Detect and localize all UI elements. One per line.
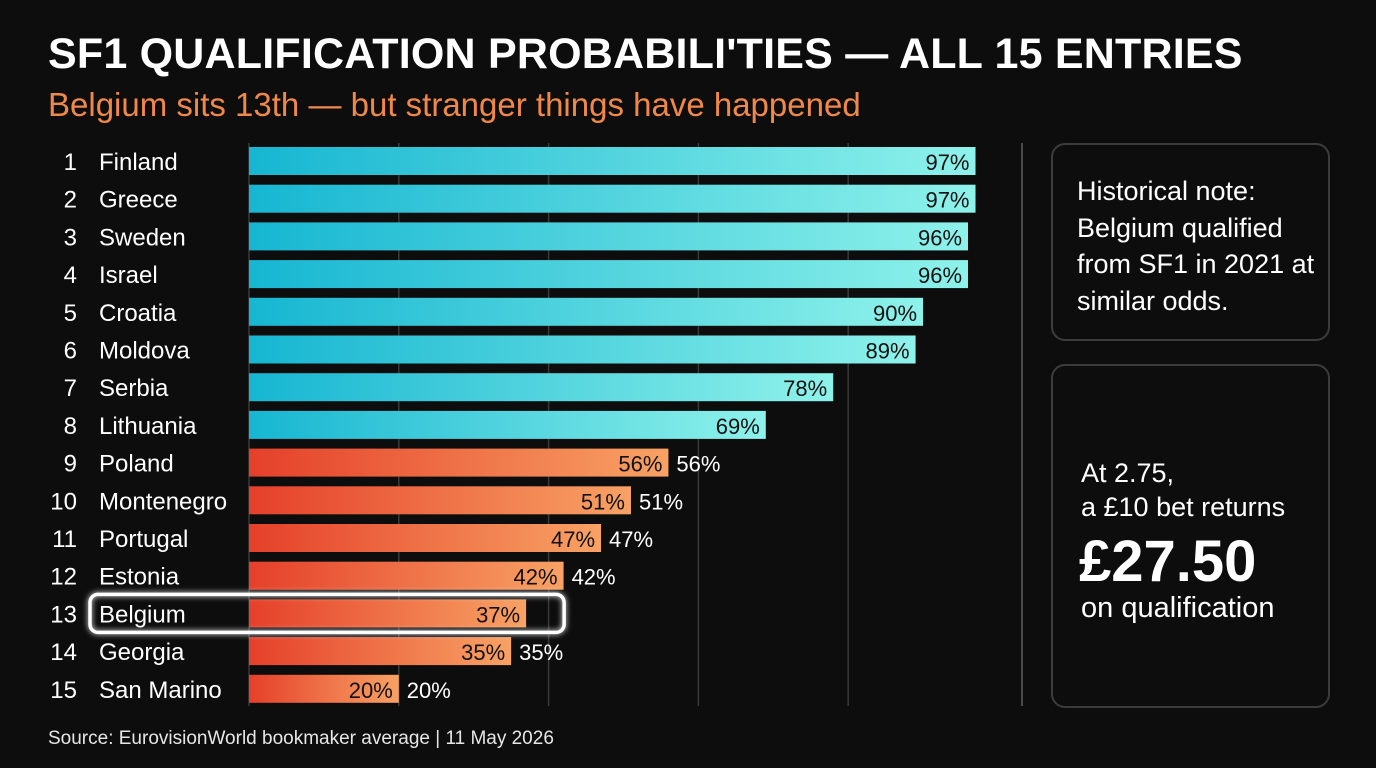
rank-label: 5	[64, 300, 77, 327]
data-label: 89%	[866, 339, 910, 364]
category-label: Lithuania	[99, 413, 197, 440]
bar	[249, 674, 399, 703]
panel-divider	[1021, 143, 1023, 706]
rank-label: 1	[64, 149, 77, 176]
bar	[249, 561, 564, 590]
source-note: Source: EurovisionWorld bookmaker averag…	[48, 728, 554, 749]
category-label: Serbia	[99, 375, 169, 402]
rank-label: 7	[64, 375, 77, 402]
bars	[249, 147, 976, 703]
data-label-outside: 47%	[609, 527, 653, 552]
category-label: Greece	[99, 187, 178, 214]
highlight-box	[88, 592, 566, 635]
category-label: Moldova	[99, 338, 190, 365]
data-label: 37%	[476, 602, 520, 627]
bar	[249, 637, 512, 666]
bar	[249, 260, 969, 289]
labels: 1 Finland 97%2 Greece 97%3 Sweden 96%4 Israel 96…	[50, 149, 969, 704]
rank-label: 6	[64, 338, 77, 365]
page-subtitle: Belgium sits 13th — but stranger things …	[48, 86, 861, 123]
bet-stake-text: a £10 bet returns	[1081, 492, 1286, 522]
bar	[249, 297, 924, 326]
page-title: SF1 QUALIFICATION PROBABILI'TIES — ALL 1…	[48, 30, 1243, 78]
category-label: Montenegro	[99, 488, 227, 515]
bar	[249, 524, 602, 552]
data-label: 69%	[716, 414, 760, 439]
category-label: Georgia	[99, 639, 185, 666]
data-label: 90%	[873, 301, 917, 326]
bet-return-amount: £27.50	[1079, 529, 1257, 594]
rank-label: 2	[64, 187, 77, 214]
data-label: 97%	[925, 188, 969, 213]
category-label: Croatia	[99, 300, 177, 327]
bar	[249, 184, 976, 213]
rank-label: 11	[52, 526, 77, 553]
rank-label: 8	[64, 413, 77, 440]
data-label-outside: 51%	[639, 489, 683, 514]
data-label: 35%	[461, 640, 505, 665]
data-label: 42%	[514, 565, 558, 590]
data-label: 96%	[918, 263, 962, 288]
category-label: Israel	[99, 262, 158, 289]
data-label: 51%	[581, 489, 625, 514]
bar	[249, 335, 916, 364]
data-label-outside: 42%	[572, 565, 616, 590]
rank-label: 12	[50, 564, 77, 591]
rank-label: 9	[64, 451, 77, 478]
bar	[249, 373, 834, 402]
rank-label: 4	[64, 262, 77, 289]
historical-note-card: Historical note: Belgium qualified from …	[1051, 143, 1330, 341]
category-label: Finland	[99, 149, 178, 176]
data-label: 47%	[551, 527, 595, 552]
rank-label: 15	[50, 677, 77, 704]
bar-chart: 1 Finland 97%2 Greece 97%3 Sweden 96%4 Israel 96…	[50, 143, 976, 706]
bet-return-card: At 2.75, a £10 bet returns £27.50 on qua…	[1051, 364, 1330, 708]
data-label-outside: 20%	[407, 678, 451, 703]
bar	[249, 448, 669, 477]
category-label: Poland	[99, 451, 174, 478]
historical-note-text: Historical note: Belgium qualified from …	[1077, 176, 1315, 316]
data-label: 20%	[349, 678, 393, 703]
rank-label: 10	[50, 488, 77, 515]
data-label-outside: 35%	[519, 640, 563, 665]
bar	[249, 222, 969, 251]
category-label: Sweden	[99, 224, 186, 251]
bar	[249, 486, 631, 515]
data-label: 56%	[618, 452, 662, 477]
data-label: 78%	[783, 376, 827, 401]
bar	[249, 410, 766, 439]
category-label: Estonia	[99, 564, 180, 591]
category-label: Belgium	[99, 601, 186, 628]
bar	[249, 599, 527, 628]
rank-label: 14	[50, 639, 77, 666]
rank-label: 13	[50, 601, 77, 628]
bet-condition-text: on qualification	[1081, 592, 1275, 624]
rank-label: 3	[64, 224, 77, 251]
bar	[249, 147, 976, 175]
data-label: 96%	[918, 225, 962, 250]
bet-odds-text: At 2.75,	[1081, 458, 1175, 488]
data-label-outside: 56%	[676, 452, 720, 477]
data-label: 97%	[925, 150, 969, 175]
category-label: San Marino	[99, 677, 222, 704]
category-label: Portugal	[99, 526, 188, 553]
